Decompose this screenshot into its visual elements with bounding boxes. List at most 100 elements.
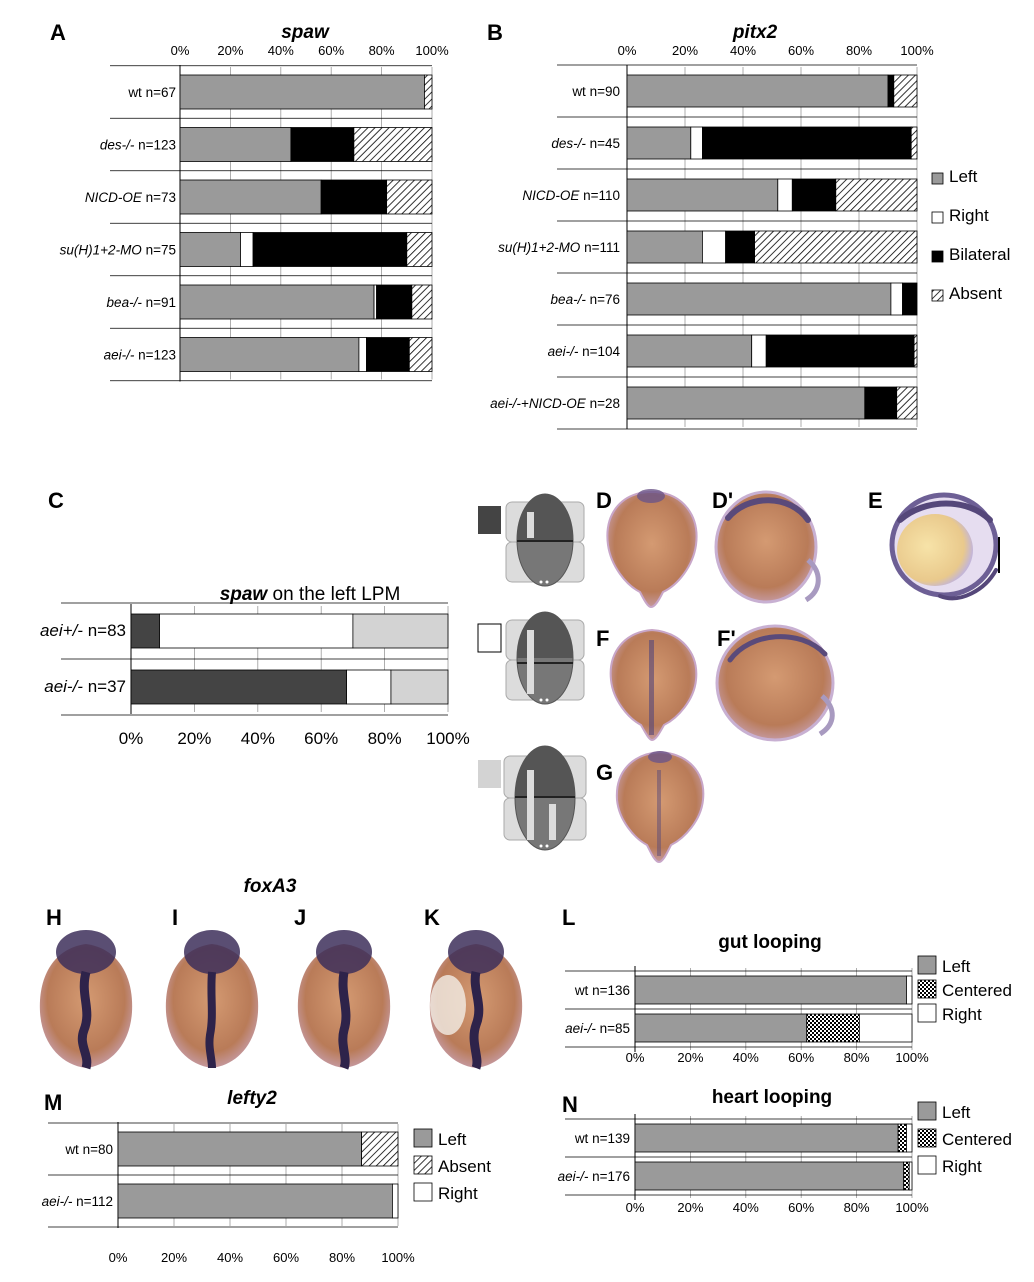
bar-segment-absent <box>353 127 433 162</box>
bar-segment-right <box>858 1013 913 1043</box>
tick-label: 20% <box>217 43 243 58</box>
tick-label: 0% <box>171 43 190 58</box>
bar-segment-right <box>702 230 727 264</box>
bar-segment-right <box>777 178 793 212</box>
schematic-left-only <box>478 493 585 587</box>
schematic-dot <box>539 844 543 848</box>
tick-label: 80% <box>844 1200 870 1215</box>
bar-segment-right <box>908 1161 913 1191</box>
row-label: aei-/- n=176 <box>558 1169 630 1184</box>
bar-segment-absent <box>835 178 918 212</box>
tick-label: 20% <box>677 1200 703 1215</box>
legend-label: Right <box>942 1157 982 1176</box>
tick-label: 40% <box>217 1250 243 1265</box>
schematic-head <box>517 612 573 658</box>
tick-label: 100% <box>895 1200 929 1215</box>
bar-segment-bilateral <box>290 127 355 162</box>
bar-segment-left <box>179 179 322 215</box>
embryo-photo-f <box>609 628 698 742</box>
bar-segment-centered <box>897 1123 907 1153</box>
tick-label: 100% <box>381 1250 415 1265</box>
schematic-spaw-left <box>527 512 534 538</box>
bar-segment-left <box>117 1183 393 1219</box>
bar-segment-bilateral <box>320 179 388 215</box>
panel-letter-i: I <box>172 905 178 930</box>
chart-title: spaw on the left LPM <box>220 584 401 605</box>
bar-segment-spaw-middle <box>159 613 354 649</box>
bar-segment-bilateral <box>791 178 837 212</box>
panel-letter-k: K <box>424 905 440 930</box>
tick-label: 40% <box>241 729 275 748</box>
panel-letter-e: E <box>868 488 883 513</box>
bar-segment-left <box>634 1161 905 1191</box>
schematic-dot <box>545 698 549 702</box>
tick-label: 100% <box>900 43 934 58</box>
legend-swatch <box>931 250 944 263</box>
row-label: aei-/-+NICD-OE n=28 <box>490 396 620 411</box>
bar-segment-right <box>391 1183 399 1219</box>
tick-label: 20% <box>672 43 698 58</box>
chart-title: lefty2 <box>227 1088 277 1109</box>
legend-label: Left <box>438 1130 467 1149</box>
embryo-photo-h <box>39 930 133 1070</box>
bar-segment-bilateral <box>902 282 918 316</box>
panel-letter-j: J <box>294 905 306 930</box>
row-label: aei-/- n=112 <box>42 1194 113 1209</box>
embryo-photo-i <box>165 930 259 1069</box>
schematic-dot <box>545 580 549 584</box>
foxa3-title: foxA3 <box>244 876 297 897</box>
tick-label: 40% <box>733 1050 759 1065</box>
row-label: bea-/- n=91 <box>107 295 176 310</box>
chart-b-pitx2: pitx2 0% 20% 40% 60% 80% 100% wt n=90 des-/- n=4… <box>490 22 1010 430</box>
legend-swatch <box>917 955 937 975</box>
legend-label: Left <box>942 1103 971 1122</box>
legend-swatch <box>413 1128 433 1148</box>
tick-label: 40% <box>268 43 294 58</box>
embryo-photo-d <box>606 489 698 609</box>
panel-letter-c: C <box>48 488 64 513</box>
chart-title: gut looping <box>718 932 821 953</box>
embryo-photo-f-prime <box>715 624 835 742</box>
legend-swatch <box>931 289 944 302</box>
legend-swatch <box>917 979 937 999</box>
bar-segment-left <box>179 232 241 267</box>
panel-letter-a: A <box>50 20 66 45</box>
embryo-photo-e <box>889 492 1000 601</box>
bar-segment-absent <box>893 74 918 108</box>
schematic-middle <box>477 611 585 705</box>
bar-segment-bilateral <box>366 337 410 372</box>
bar-segment-left <box>626 126 692 160</box>
bar-segment-left <box>626 230 703 264</box>
lpm-schematics <box>477 493 587 851</box>
row-label: wt n=67 <box>127 85 176 100</box>
legend-swatch <box>917 1003 937 1023</box>
row-label: wt n=90 <box>571 84 620 99</box>
row-label: NICD-OE n=110 <box>522 188 620 203</box>
bar-segment-right <box>690 126 703 160</box>
legend-label: Absent <box>438 1157 491 1176</box>
legend-label: Right <box>949 206 989 225</box>
tick-label: 40% <box>733 1200 759 1215</box>
row-label: su(H)1+2-MO n=75 <box>60 243 176 258</box>
schematic-head <box>517 494 573 540</box>
embryo-photo-k <box>429 930 523 1070</box>
bar-segment-centered <box>903 1161 910 1191</box>
bar-segment-bilateral <box>725 230 755 264</box>
bar-segment-left <box>179 127 292 162</box>
bar-segment-left <box>626 282 892 316</box>
row-label: aei+/- n=83 <box>40 621 126 640</box>
bar-segment-bilateral <box>765 334 915 368</box>
bar-segment-absent <box>913 334 918 368</box>
chart-a-spaw: spaw 0% 20% 40% 60% 80% 100% wt n=67 des-/- n=12… <box>60 22 449 382</box>
bar-segment-spaw-bilateral <box>390 669 449 705</box>
tick-label: 20% <box>677 1050 703 1065</box>
bar-segment-left <box>626 386 866 420</box>
bar-segment-spaw-left-only <box>130 669 347 705</box>
chart-title: heart looping <box>712 1087 832 1108</box>
tick-label: 100% <box>895 1050 929 1065</box>
row-label: des-/- n=123 <box>100 138 176 153</box>
legend-label: Right <box>438 1184 478 1203</box>
chart-n-heart-looping: heart looping 0% 20% 40% 60% 80% 100% wt n=139 a… <box>558 1087 1012 1215</box>
schematic-spaw-left <box>527 770 534 840</box>
